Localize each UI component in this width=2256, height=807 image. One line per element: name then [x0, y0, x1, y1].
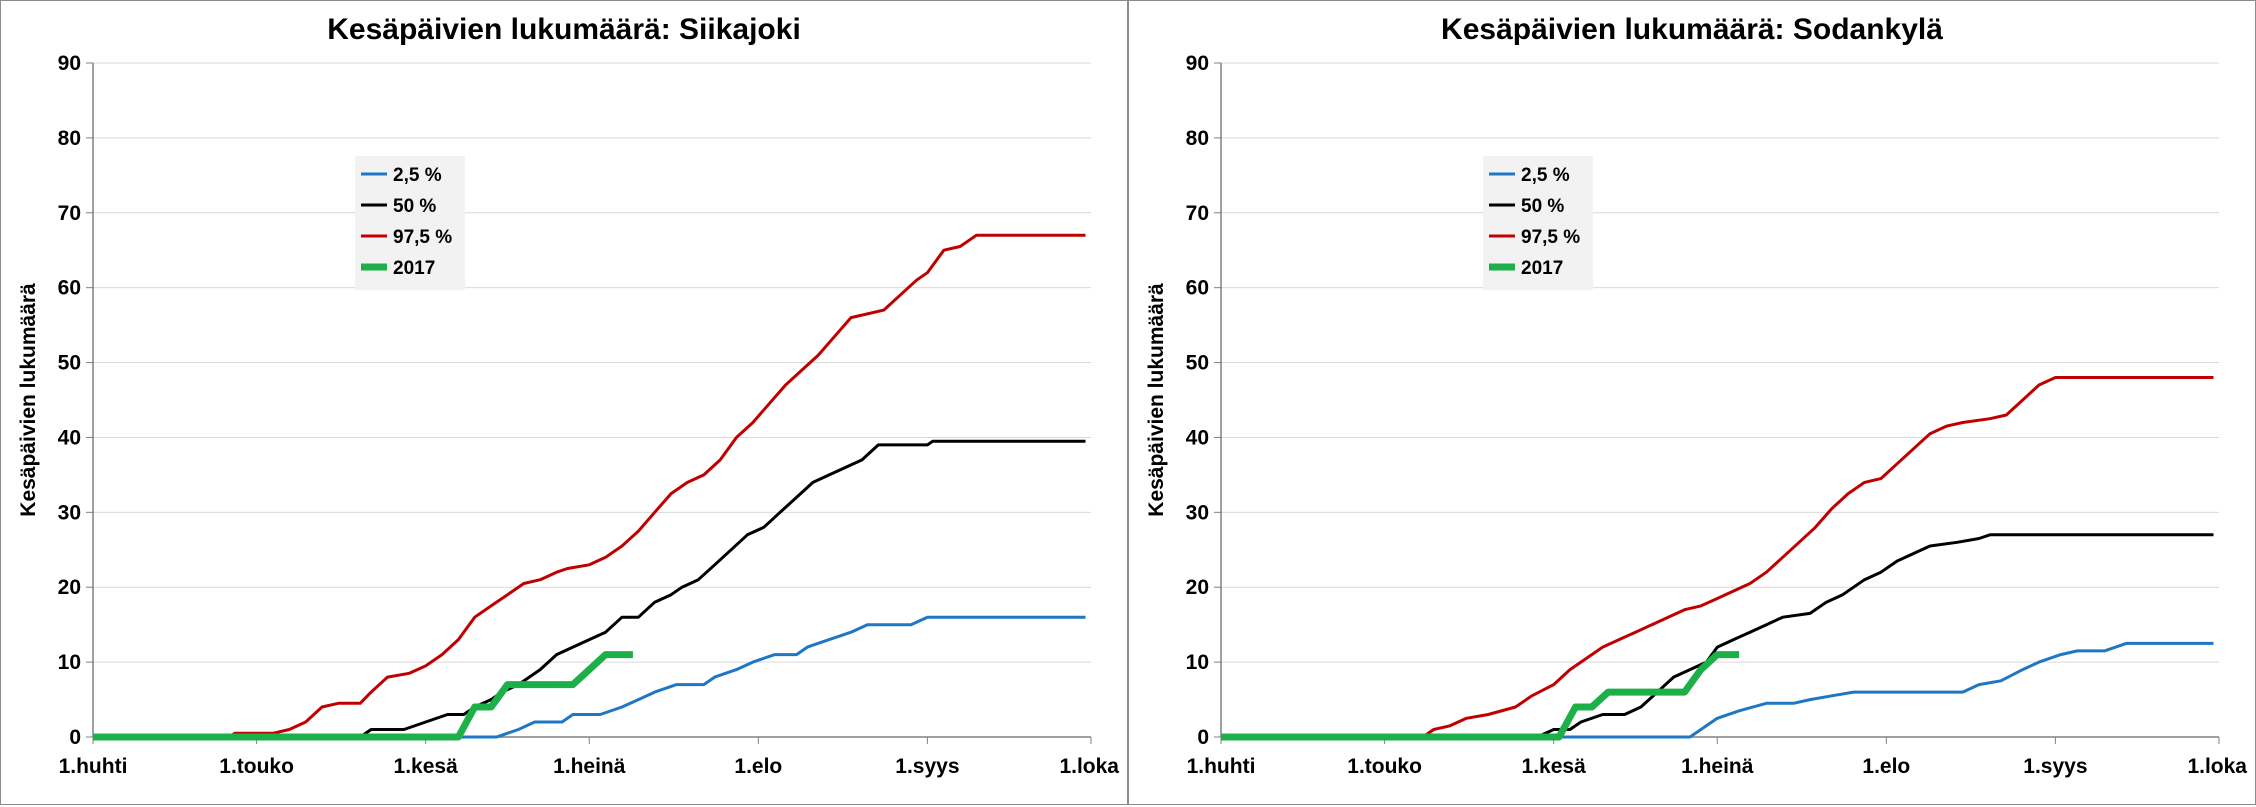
- y-tick-label: 60: [58, 277, 81, 300]
- x-tick-label: 1.huhti: [59, 755, 128, 778]
- y-tick-label: 0: [1197, 726, 1209, 749]
- series-line-2: [93, 233, 1086, 739]
- legend-label: 97,5 %: [1521, 227, 1580, 248]
- x-tick-label: 1.kesä: [1522, 755, 1587, 778]
- x-tick-label: 1.loka: [2187, 755, 2247, 778]
- y-axis-label: Kesäpäivien lukumäärä: [17, 283, 40, 517]
- legend-label: 2,5 %: [393, 165, 442, 186]
- chart-sodankyla: Kesäpäivien lukumäärä: Sodankylä 0 10 20 30 4…: [1145, 13, 2247, 778]
- y-tick-label: 60: [1186, 277, 1209, 300]
- y-tick-label: 50: [58, 352, 81, 375]
- y-tick-label: 80: [58, 127, 81, 150]
- y-tick-label: 0: [69, 726, 81, 749]
- legend-label: 97,5 %: [393, 227, 452, 248]
- x-tick-label: 1.heinä: [1681, 755, 1754, 778]
- chart-title: Kesäpäivien lukumäärä: Sodankylä: [1441, 13, 1943, 46]
- series-line-3: [1221, 651, 1740, 741]
- x-tick-label: 1.touko: [1347, 755, 1422, 778]
- y-tick-label: 20: [58, 576, 81, 599]
- chart-title: Kesäpäivien lukumäärä: Siikajoki: [327, 13, 801, 46]
- y-tick-label: 70: [58, 202, 81, 225]
- y-tick-label: 40: [1186, 426, 1209, 449]
- legend-label: 2,5 %: [1521, 165, 1570, 186]
- series-line-1: [1221, 533, 2214, 739]
- x-tick-label: 1.syys: [895, 755, 959, 778]
- y-tick-label: 90: [58, 52, 81, 75]
- legend-label: 2017: [393, 258, 435, 279]
- y-tick-label: 10: [58, 651, 81, 674]
- y-tick-label: 30: [58, 501, 81, 524]
- chart-panel-siikajoki: Kesäpäivien lukumäärä: Siikajoki 0 10 20 30 4…: [0, 0, 1128, 805]
- legend-label: 2017: [1521, 258, 1563, 279]
- y-tick-label: 50: [1186, 352, 1209, 375]
- series-line-1: [93, 439, 1086, 739]
- y-tick-label: 80: [1186, 127, 1209, 150]
- series-line-3: [93, 651, 633, 741]
- chart-panel-sodankyla: Kesäpäivien lukumäärä: Sodankylä 0 10 20 30 4…: [1128, 0, 2256, 805]
- series-line-0: [93, 615, 1086, 739]
- legend-label: 50 %: [393, 196, 436, 217]
- legend-label: 50 %: [1521, 196, 1564, 217]
- y-tick-label: 70: [1186, 202, 1209, 225]
- x-tick-label: 1.heinä: [553, 755, 626, 778]
- x-tick-label: 1.syys: [2023, 755, 2087, 778]
- x-tick-label: 1.huhti: [1187, 755, 1256, 778]
- y-tick-label: 20: [1186, 576, 1209, 599]
- x-tick-label: 1.elo: [1862, 755, 1910, 778]
- y-tick-label: 30: [1186, 501, 1209, 524]
- chart-siikajoki: Kesäpäivien lukumäärä: Siikajoki 0 10 20 30 4…: [17, 13, 1119, 778]
- series-line-0: [1221, 641, 2214, 739]
- series-line-2: [1221, 376, 2214, 739]
- y-tick-label: 40: [58, 426, 81, 449]
- y-tick-label: 90: [1186, 52, 1209, 75]
- y-tick-label: 10: [1186, 651, 1209, 674]
- x-tick-label: 1.kesä: [394, 755, 459, 778]
- x-tick-label: 1.touko: [219, 755, 294, 778]
- x-tick-label: 1.elo: [734, 755, 782, 778]
- y-axis-label: Kesäpäivien lukumäärä: [1145, 283, 1168, 517]
- x-tick-label: 1.loka: [1059, 755, 1119, 778]
